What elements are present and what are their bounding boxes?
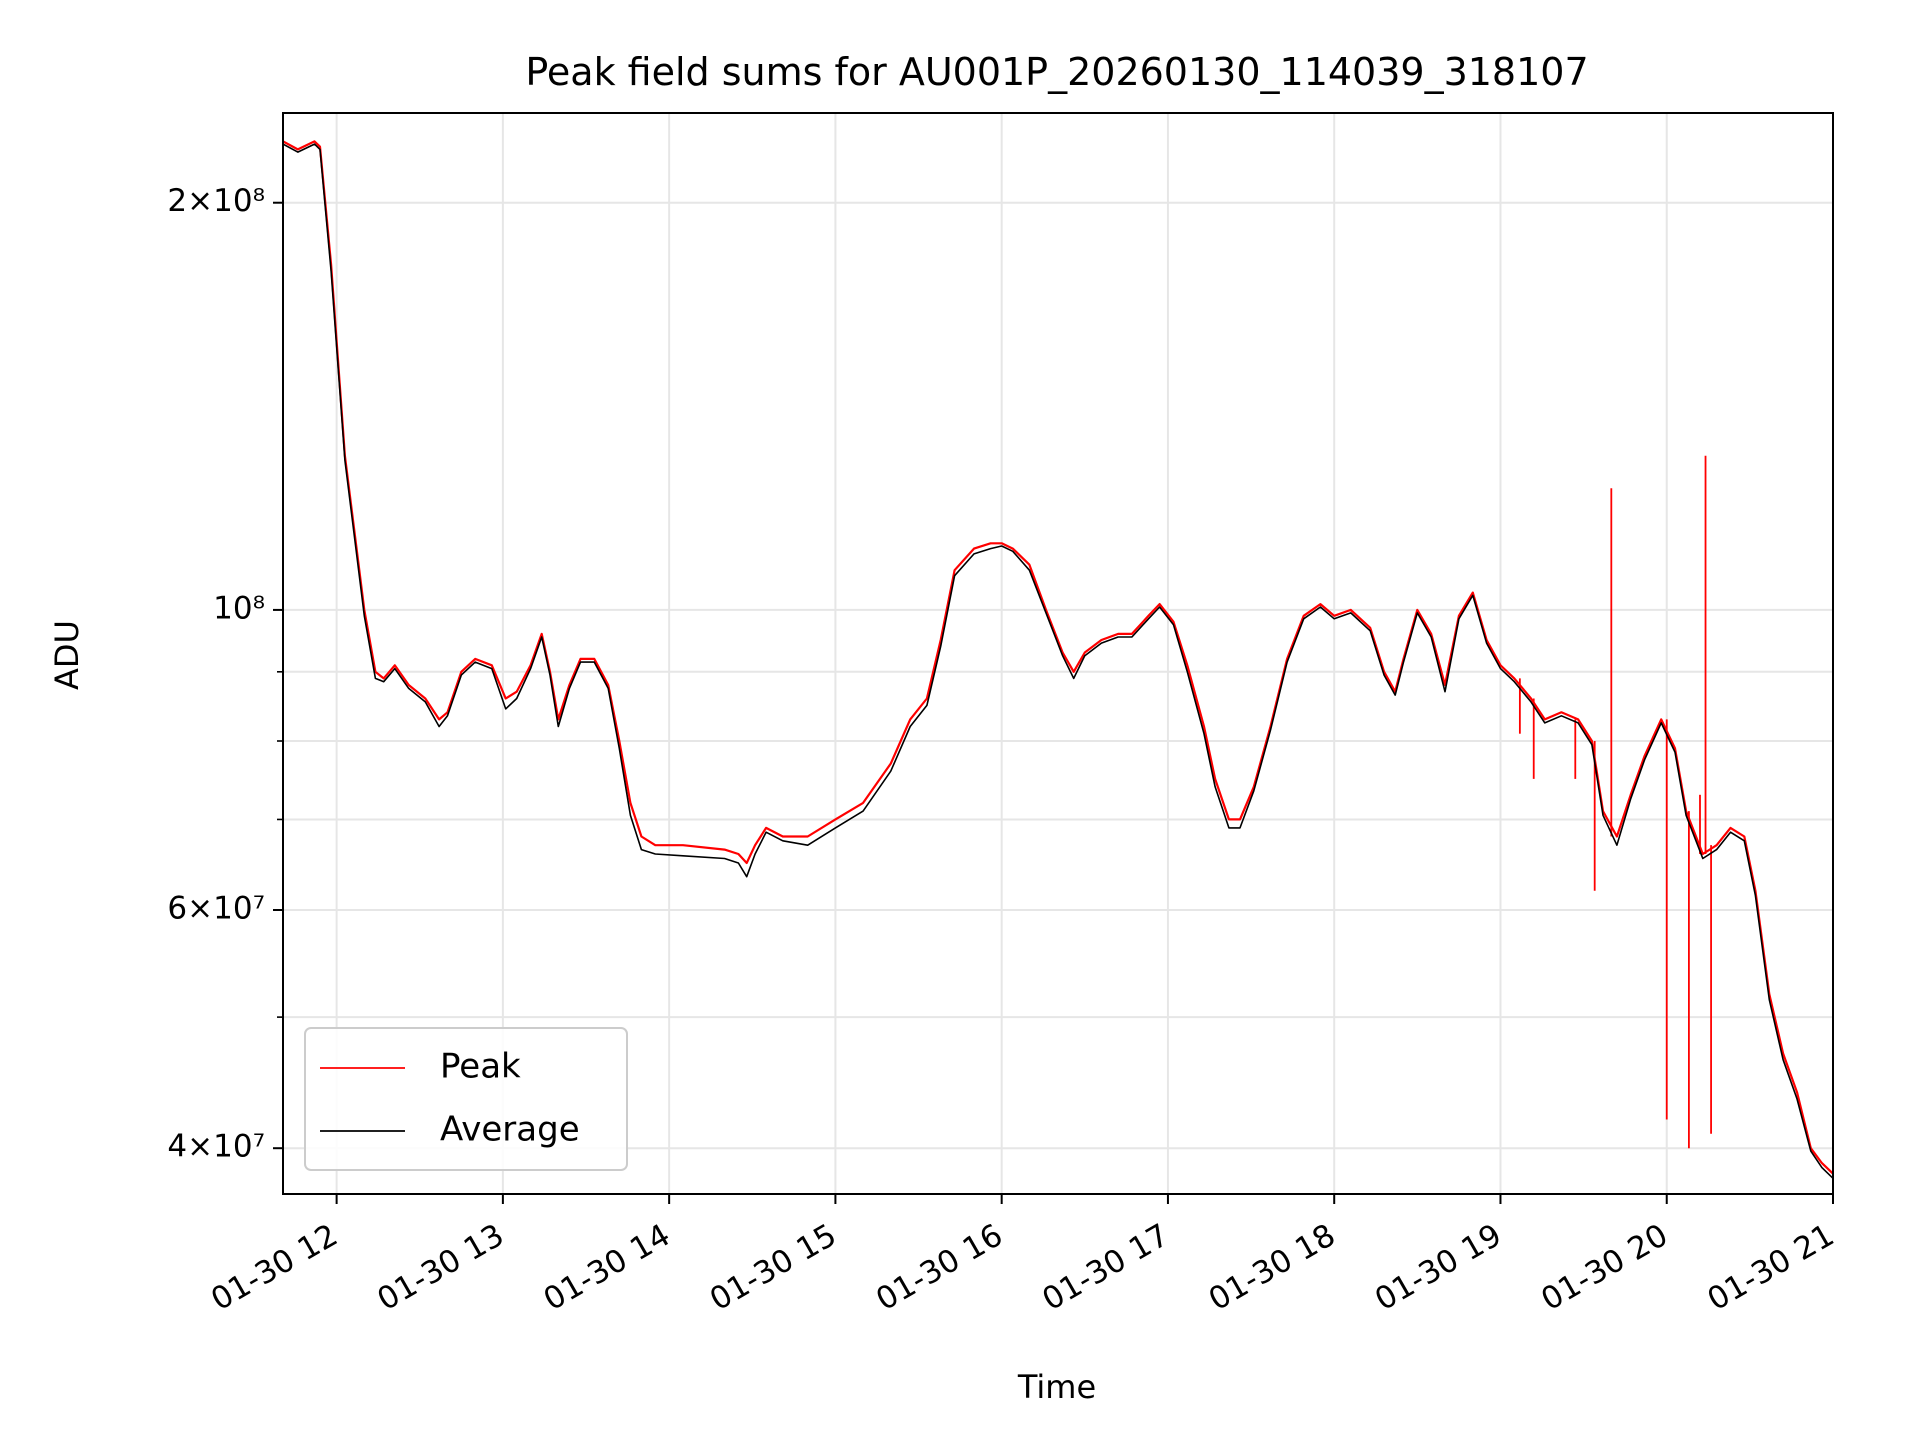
y-tick-label: 4×10⁷ [167,1129,265,1165]
x-tick-label: 01-30 20 [1535,1217,1674,1318]
y-axis: 4×10⁷ 6×10⁷ 10⁸ 2×10⁸ [167,183,283,1165]
x-axis-title: Time [1017,1368,1096,1406]
x-tick-label: 01-30 19 [1369,1217,1508,1318]
x-tick-label: 01-30 12 [205,1217,344,1318]
y-tick-label: 6×10⁷ [167,891,265,927]
x-axis: 01-30 12 01-30 13 01-30 14 01-30 15 01-30 16… [205,1194,1840,1318]
x-tick-label: 01-30 13 [371,1217,510,1318]
x-tick-label: 01-30 15 [704,1217,843,1318]
x-tick-label: 01-30 14 [538,1217,677,1318]
series-line-average [283,143,1833,1180]
legend-label-peak: Peak [440,1047,521,1087]
x-tick-label: 01-30 18 [1203,1217,1342,1318]
y-axis-title: ADU [48,620,86,690]
x-tick-label: 01-30 16 [870,1217,1009,1318]
chart-series [283,140,1833,1180]
plot-frame [282,112,1834,1195]
legend-box [304,1027,628,1171]
legend-label-average: Average [440,1110,580,1150]
x-tick-label: 01-30 21 [1701,1217,1840,1318]
legend: Peak Average [304,1027,628,1171]
y-tick-label: 10⁸ [213,590,265,626]
y-tick-label: 2×10⁸ [167,183,265,219]
x-tick-label: 01-30 17 [1036,1217,1175,1318]
chart-title: Peak field sums for AU001P_20260130_1140… [525,50,1588,94]
